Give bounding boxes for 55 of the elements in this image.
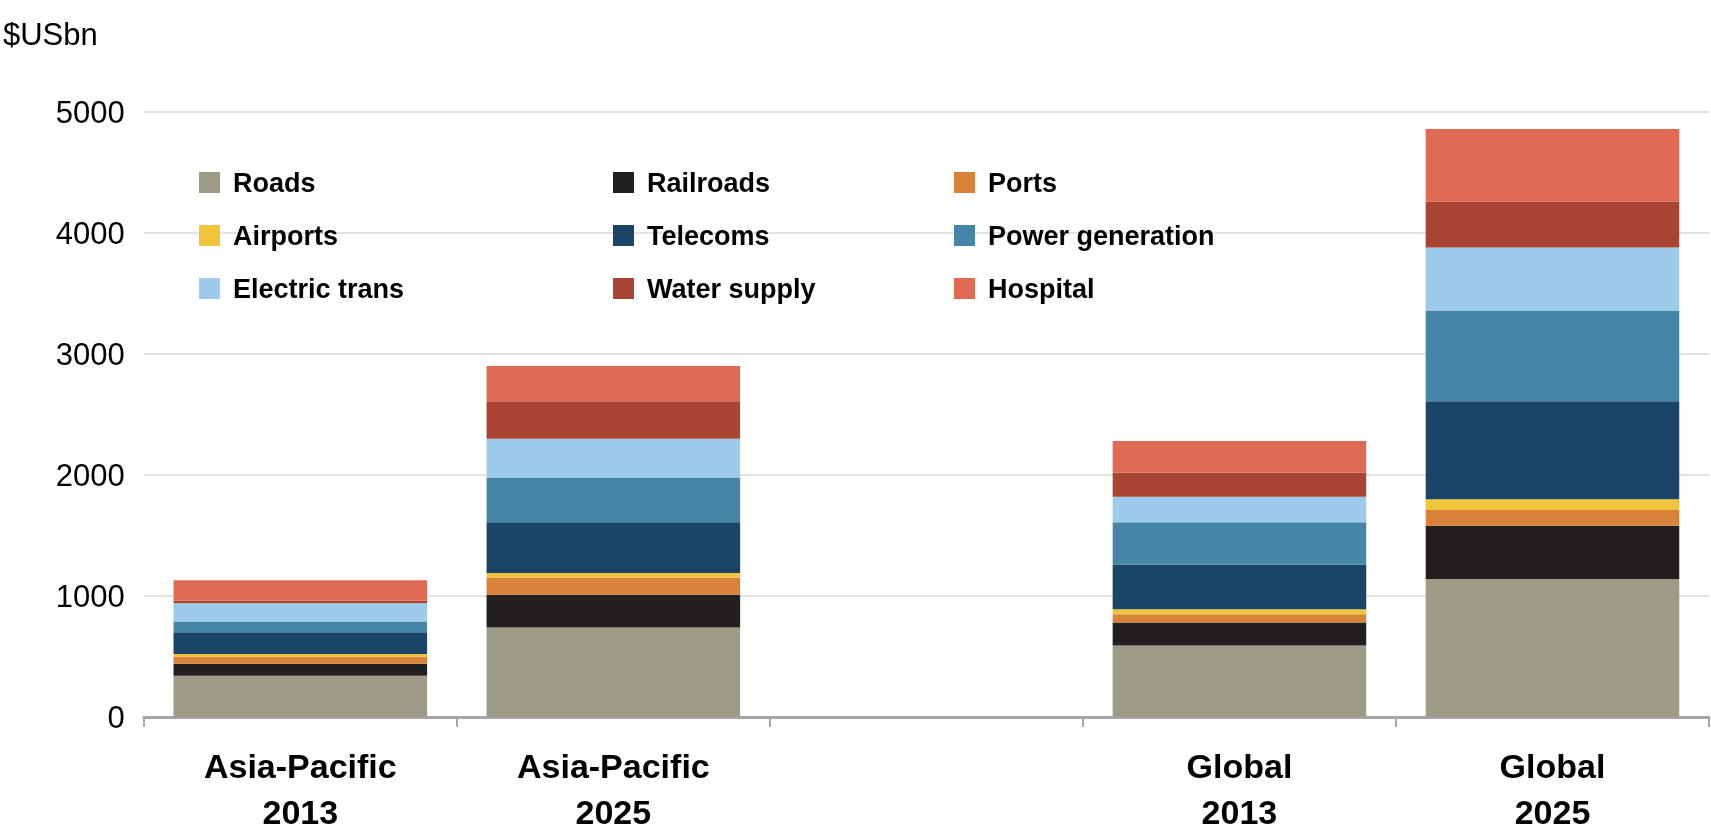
bar — [1425, 201, 1680, 248]
bar — [173, 663, 428, 676]
bar — [173, 580, 428, 601]
bar — [173, 603, 428, 622]
legend-label: Railroads — [647, 167, 771, 198]
x-tick-label: Asia-Pacific 2025 — [516, 747, 710, 831]
x-tick-label: Global 2013 — [1186, 747, 1293, 831]
bar — [1112, 564, 1367, 610]
bar — [1425, 401, 1680, 500]
legend-label: Airports — [233, 220, 339, 251]
y-axis-title: $USbn — [2, 17, 98, 52]
legend-label: Ports — [988, 167, 1058, 198]
bar — [1112, 614, 1367, 623]
bar — [486, 438, 741, 478]
bar — [1425, 510, 1680, 526]
bar — [1425, 310, 1680, 402]
bar — [173, 675, 428, 717]
y-tick-label: 2000 — [55, 457, 125, 493]
legend-label: Telecoms — [647, 220, 770, 251]
bar — [486, 366, 741, 402]
bar — [1425, 499, 1680, 511]
y-tick-label: 3000 — [55, 336, 125, 372]
bar — [1112, 472, 1367, 497]
bar — [1425, 247, 1680, 311]
bar — [486, 627, 741, 717]
legend-label: Hospital — [988, 273, 1095, 304]
y-tick-label: 0 — [107, 699, 125, 735]
legend-label: Water supply — [647, 273, 816, 304]
bar — [1112, 622, 1367, 646]
y-tick-label: 1000 — [55, 578, 125, 614]
bar — [486, 477, 741, 523]
y-tick-label: 5000 — [55, 94, 125, 130]
bar — [486, 522, 741, 574]
bar — [1112, 441, 1367, 473]
bar — [1425, 525, 1680, 580]
bar — [486, 594, 741, 628]
x-tick-label: Global 2025 — [1499, 747, 1606, 831]
bar — [1112, 522, 1367, 565]
legend-label: Power generation — [988, 220, 1215, 251]
bar — [1425, 579, 1680, 717]
bar — [1425, 128, 1680, 202]
bar — [1112, 645, 1367, 717]
bar — [173, 621, 428, 633]
y-tick-label: 4000 — [55, 215, 125, 251]
bar — [486, 573, 741, 578]
x-tick-label: Asia-Pacific 2013 — [203, 747, 397, 831]
bar — [173, 654, 428, 657]
legend-label: Electric trans — [233, 273, 405, 304]
bar — [173, 656, 428, 664]
bar — [173, 632, 428, 655]
legend-label: Roads — [233, 167, 316, 198]
bar — [486, 401, 741, 439]
bar — [486, 577, 741, 595]
bar — [1112, 609, 1367, 615]
bar — [1112, 496, 1367, 523]
